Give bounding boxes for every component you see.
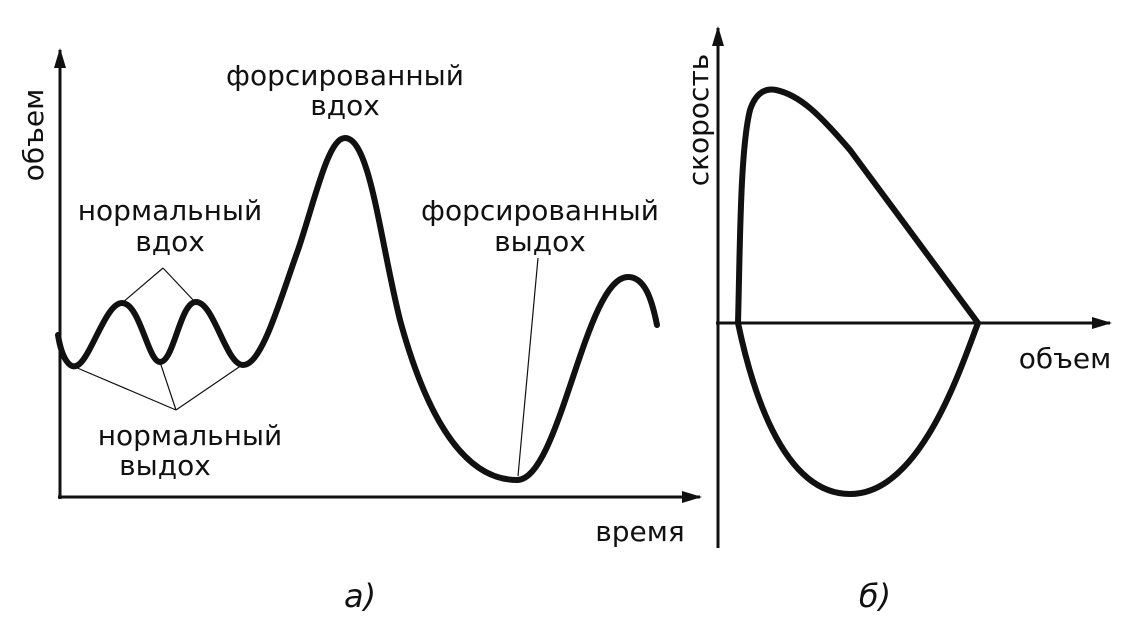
panel-b: скорость объем б) [682,26,1112,615]
caption: б) [859,577,891,615]
pointer [517,257,539,477]
flow-volume-loop [735,86,981,497]
x-axis-label: объем [1019,342,1112,375]
annotation: вдох [135,225,205,258]
pointer [121,267,164,304]
y-axis-label: объем [17,89,50,182]
annotation: форсированный [421,194,659,227]
volume-curve [55,135,660,483]
pointer [74,366,177,411]
caption: а) [344,577,376,615]
pointer [162,267,196,303]
annotation: выдох [119,449,211,482]
x-axis-label: время [595,515,684,548]
annotation: выдох [494,225,586,258]
y-axis-label: скорость [682,54,715,187]
pointer [159,361,177,411]
annotation: нормальный [98,419,283,452]
pointer [175,364,243,411]
annotation: вдох [310,89,380,122]
annotation: форсированный [226,59,464,92]
annotation: нормальный [78,194,263,227]
panel-a: объем время форсированный вдох нормальны… [17,48,702,615]
